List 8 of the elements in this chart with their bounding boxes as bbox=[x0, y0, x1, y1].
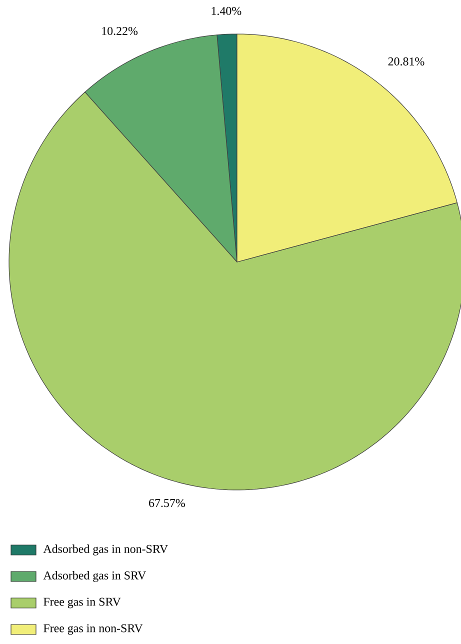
data-label: 10.22% bbox=[102, 26, 138, 36]
legend-label: Free gas in non-SRV bbox=[44, 624, 143, 635]
data-label: 1.40% bbox=[212, 6, 242, 16]
legend-label: Adsorbed gas in SRV bbox=[43, 571, 146, 582]
data-label: 20.81% bbox=[388, 57, 424, 66]
data-label: 67.57% bbox=[149, 499, 185, 508]
legend-label: Free gas in SRV bbox=[44, 598, 121, 608]
legend-label: Adsorbed gas in non-SRV bbox=[43, 544, 168, 556]
